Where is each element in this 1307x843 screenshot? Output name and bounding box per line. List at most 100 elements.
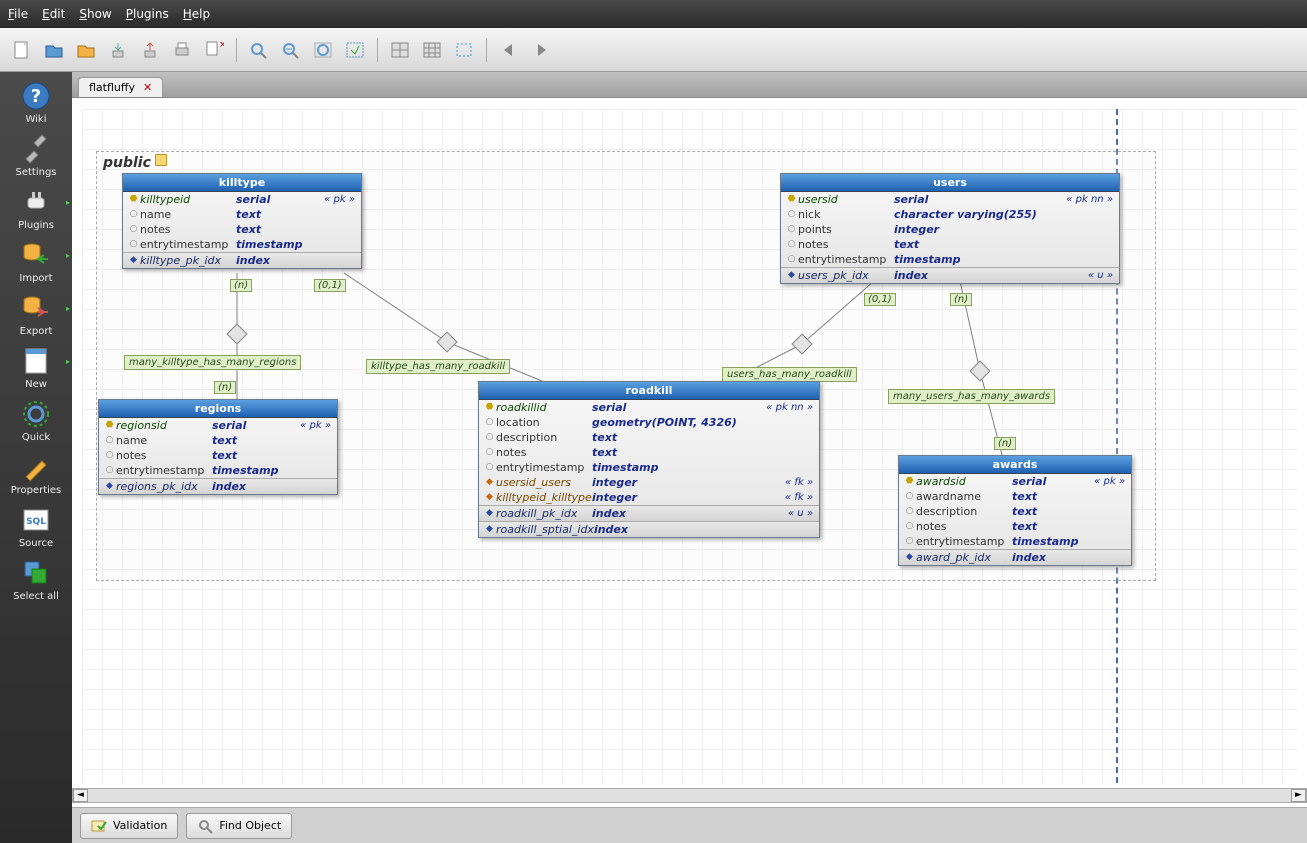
toolbar-grid-minor[interactable] [418, 36, 446, 64]
column-row[interactable]: ○notestext [781, 237, 1119, 252]
menu-edit[interactable]: Edit [42, 7, 65, 21]
column-row[interactable]: ○descriptiontext [899, 504, 1131, 519]
toolbar-selection[interactable] [450, 36, 478, 64]
relationship-label[interactable]: many_killtype_has_many_regions [124, 355, 301, 370]
status-bar: Validation Find Object [72, 807, 1307, 843]
column-row[interactable]: ○nickcharacter varying(255) [781, 207, 1119, 222]
column-row[interactable]: ○nametext [99, 433, 337, 448]
find-object-button[interactable]: Find Object [186, 813, 292, 839]
sidebar-settings[interactable]: Settings [6, 131, 66, 182]
sidebar-new[interactable]: New▸ [6, 343, 66, 394]
index-row[interactable]: ◆roadkill_pk_idxindex« u » [479, 505, 819, 521]
column-tag: « pk nn » [1066, 192, 1115, 207]
validation-button[interactable]: Validation [80, 813, 178, 839]
column-name: roadkillid [496, 400, 592, 415]
tab-close-icon[interactable]: ✕ [143, 81, 152, 94]
entity-killtype[interactable]: killtype⬣killtypeidserial« pk »○nametext… [122, 173, 362, 269]
column-row[interactable]: ○descriptiontext [479, 430, 819, 445]
toolbar-prev[interactable] [495, 36, 523, 64]
index-tag: « u » [1088, 268, 1115, 283]
find-label: Find Object [219, 819, 281, 832]
relationship-label[interactable]: killtype_has_many_roadkill [366, 359, 510, 374]
toolbar-import[interactable] [104, 36, 132, 64]
sidebar-select-all[interactable]: Select all [6, 555, 66, 606]
column-icon: ⬣ [483, 400, 496, 415]
tab-model[interactable]: flatfluffy ✕ [78, 77, 163, 97]
toolbar-next[interactable] [527, 36, 555, 64]
index-type: index [594, 522, 815, 537]
sidebar-properties[interactable]: Properties [6, 449, 66, 500]
column-row[interactable]: ○notestext [899, 519, 1131, 534]
index-row[interactable]: ◆regions_pk_idxindex [99, 478, 337, 494]
sidebar-import[interactable]: Import▸ [6, 237, 66, 288]
sidebar-source[interactable]: SQLSource [6, 502, 66, 553]
canvas[interactable]: publicmany_killtype_has_many_regions(n)(… [82, 109, 1297, 783]
entity-title: killtype [123, 174, 361, 192]
menu-plugins[interactable]: Plugins [126, 7, 169, 21]
toolbar-export[interactable] [136, 36, 164, 64]
menu-show[interactable]: Show [79, 7, 111, 21]
toolbar-grid-major[interactable] [386, 36, 414, 64]
column-name: notes [116, 448, 212, 463]
scroll-right-button[interactable]: ► [1291, 789, 1306, 802]
menu-file[interactable]: File [8, 7, 28, 21]
column-row[interactable]: ○locationgeometry(POINT, 4326) [479, 415, 819, 430]
column-icon: ○ [103, 463, 116, 478]
column-row[interactable]: ○nametext [123, 207, 361, 222]
entity-regions[interactable]: regions⬣regionsidserial« pk »○nametext○n… [98, 399, 338, 495]
toolbar-copy[interactable]: × [200, 36, 228, 64]
column-row[interactable]: ○entrytimestamptimestamp [123, 237, 361, 252]
relationship-label[interactable]: users_has_many_roadkill [722, 367, 857, 382]
column-row[interactable]: ⬣killtypeidserial« pk » [123, 192, 361, 207]
column-row[interactable]: ○notestext [479, 445, 819, 460]
horizontal-scrollbar[interactable]: ◄ ► [72, 788, 1307, 803]
sidebar-export[interactable]: Export▸ [6, 290, 66, 341]
column-row[interactable]: ⬣usersidserial« pk nn » [781, 192, 1119, 207]
toolbar: × [0, 28, 1307, 72]
column-row[interactable]: ○entrytimestamptimestamp [781, 252, 1119, 267]
menu-help[interactable]: Help [183, 7, 210, 21]
index-row[interactable]: ◆roadkill_sptial_idxindex [479, 521, 819, 537]
column-row[interactable]: ◆killtypeid_killtypeinteger« fk » [479, 490, 819, 505]
toolbar-open[interactable] [40, 36, 68, 64]
canvas-viewport[interactable]: publicmany_killtype_has_many_regions(n)(… [72, 98, 1307, 807]
entity-awards[interactable]: awards⬣awardsidserial« pk »○awardnametex… [898, 455, 1132, 566]
toolbar-save[interactable] [72, 36, 100, 64]
column-row[interactable]: ○notestext [99, 448, 337, 463]
index-row[interactable]: ◆award_pk_idxindex [899, 549, 1131, 565]
sidebar-wiki[interactable]: ?Wiki [6, 78, 66, 129]
column-row[interactable]: ○entrytimestamptimestamp [899, 534, 1131, 549]
toolbar-new[interactable] [8, 36, 36, 64]
column-row[interactable]: ◆usersid_usersinteger« fk » [479, 475, 819, 490]
column-row[interactable]: ⬣awardsidserial« pk » [899, 474, 1131, 489]
index-row[interactable]: ◆killtype_pk_idxindex [123, 252, 361, 268]
column-row[interactable]: ○entrytimestamptimestamp [99, 463, 337, 478]
entity-users[interactable]: users⬣usersidserial« pk nn »○nickcharact… [780, 173, 1120, 284]
column-row[interactable]: ○awardnametext [899, 489, 1131, 504]
index-row[interactable]: ◆users_pk_idxindex« u » [781, 267, 1119, 283]
sidebar-label: Plugins [6, 220, 66, 231]
toolbar-zoom-in[interactable] [245, 36, 273, 64]
column-type: text [1012, 504, 1127, 519]
column-row[interactable]: ⬣regionsidserial« pk » [99, 418, 337, 433]
column-icon: ○ [903, 504, 916, 519]
toolbar-zoom-out[interactable] [277, 36, 305, 64]
toolbar-print[interactable] [168, 36, 196, 64]
svg-text:SQL: SQL [26, 517, 46, 527]
column-row[interactable]: ○notestext [123, 222, 361, 237]
sidebar-plugins[interactable]: Plugins▸ [6, 184, 66, 235]
column-tag: « fk » [785, 490, 815, 505]
entity-roadkill[interactable]: roadkill⬣roadkillidserial« pk nn »○locat… [478, 381, 820, 538]
entity-title: roadkill [479, 382, 819, 400]
column-row[interactable]: ⬣roadkillidserial« pk nn » [479, 400, 819, 415]
scroll-left-button[interactable]: ◄ [73, 789, 88, 802]
column-row[interactable]: ○entrytimestamptimestamp [479, 460, 819, 475]
sidebar-quick[interactable]: Quick [6, 396, 66, 447]
column-row[interactable]: ○pointsinteger [781, 222, 1119, 237]
toolbar-zoom-region[interactable] [341, 36, 369, 64]
entity-title: regions [99, 400, 337, 418]
toolbar-zoom-fit[interactable] [309, 36, 337, 64]
relationship-label[interactable]: many_users_has_many_awards [888, 389, 1055, 404]
toolbar-sep [236, 38, 237, 62]
column-type: timestamp [592, 460, 815, 475]
